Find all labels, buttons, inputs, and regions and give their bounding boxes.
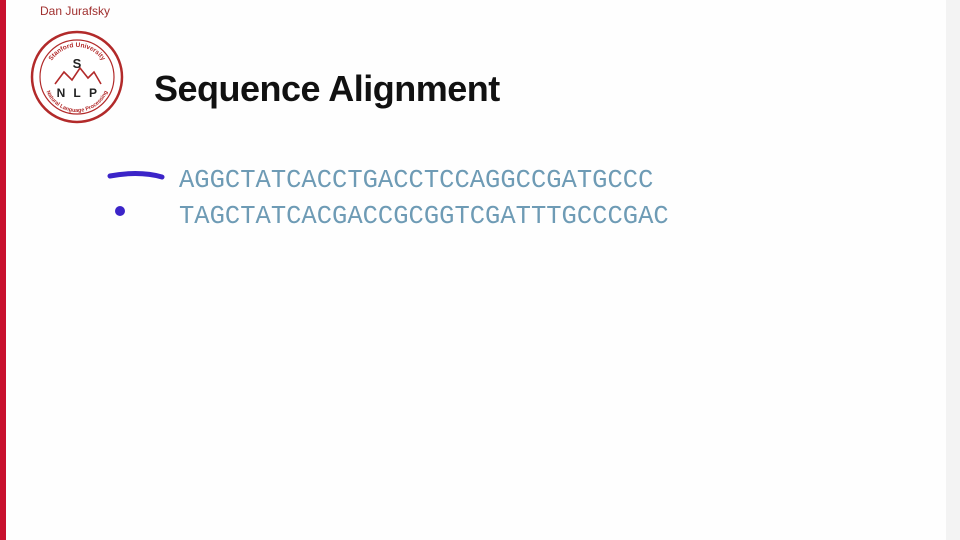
stanford-nlp-logo: Stanford University Natural Language Pro…: [30, 30, 124, 124]
pen-annotation: [107, 171, 165, 216]
author-label: Dan Jurafsky: [40, 4, 111, 18]
slide-right-edge: [946, 0, 960, 540]
logo-letter-s: S: [73, 56, 82, 71]
slide-title: Sequence Alignment: [154, 68, 500, 109]
pen-stroke-dash: [107, 171, 165, 180]
logo-mountain-icon: [54, 66, 102, 85]
pen-stroke-dot: [115, 206, 125, 216]
sequence-line-2: TAGCTATCACGACCGCGGTCGATTTGCCCGAC: [179, 202, 669, 231]
slide-left-accent-bar: [0, 0, 6, 540]
logo-letter-l: L: [73, 86, 80, 100]
logo-letter-n: N: [57, 86, 66, 100]
logo-letter-p: P: [89, 86, 97, 100]
sequence-line-1: AGGCTATCACCTGACCTCCAGGCCGATGCCC: [179, 166, 654, 195]
